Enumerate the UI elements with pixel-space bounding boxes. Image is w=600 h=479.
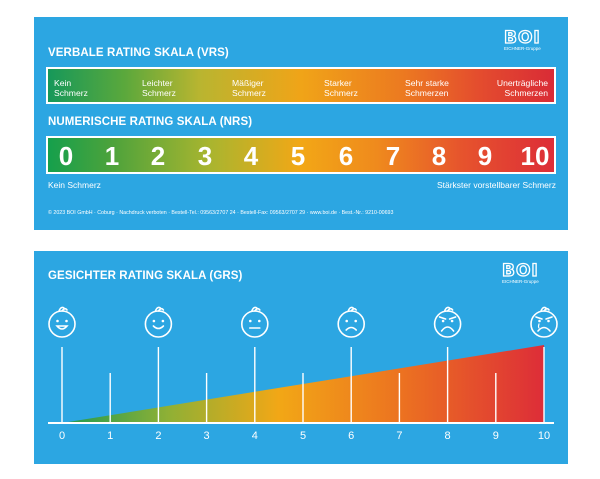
crying-face-icon — [530, 306, 558, 338]
nrs-number: 2 — [150, 141, 166, 171]
nrs-number: 8 — [431, 141, 447, 171]
grs-tick-label: 2 — [155, 430, 162, 442]
nrs-number: 6 — [338, 141, 354, 171]
nrs-title: NUMERISCHE RATING SKALA (NRS) — [48, 116, 253, 128]
logo-tagline: EICHNER-Gruppe — [502, 279, 539, 284]
vrs-label-starker: Starker Schmerz — [324, 78, 358, 98]
grs-tick-label: 8 — [444, 430, 451, 442]
grs-tick-label: 1 — [107, 430, 114, 442]
pain-scale-card-bottom: GESICHTER RATING SKALA (GRS) BOI EICHNER… — [34, 251, 568, 464]
vrs-label-unertraegliche: Unerträgliche Schmerzen — [496, 78, 548, 98]
grs-tick-label: 6 — [348, 430, 355, 442]
grs-tick-label: 4 — [251, 430, 258, 442]
grs-tick-label: 3 — [203, 430, 210, 442]
vrs-title: VERBALE RATING SKALA (VRS) — [48, 47, 229, 59]
very-happy-face-icon — [48, 306, 76, 338]
grs-tick-label: 7 — [396, 430, 403, 442]
sad-face-icon — [337, 306, 366, 338]
footer-text: © 2023 BOI GmbH · Coburg · Nachdruck ver… — [48, 210, 394, 216]
grs-tick-label: 10 — [537, 430, 551, 442]
grs-graphic — [48, 306, 558, 424]
logo-mark: BOI — [501, 261, 539, 281]
grs-title: GESICHTER RATING SKALA (GRS) — [48, 270, 243, 282]
nrs-number: 3 — [197, 141, 213, 171]
grs-tick-label: 0 — [58, 430, 66, 442]
logo-mark: BOI — [503, 28, 541, 48]
boi-logo: BOI EICHNER-Gruppe — [503, 28, 541, 52]
nrs-number: 5 — [290, 141, 306, 171]
pain-scale-card-top: VERBALE RATING SKALA (VRS) BOI EICHNER-G… — [34, 17, 568, 230]
nrs-number: 4 — [243, 141, 259, 171]
nrs-number: 9 — [477, 141, 493, 171]
very-sad-face-icon — [433, 306, 462, 338]
happy-face-icon — [144, 306, 173, 338]
logo-tagline: EICHNER-Gruppe — [504, 46, 541, 51]
nrs-number: 0 — [58, 141, 74, 171]
nrs-right-caption: Stärkster vorstellbarer Schmerz — [436, 180, 556, 190]
nrs-left-caption: Kein Schmerz — [48, 180, 101, 190]
grs-tick-label: 9 — [492, 430, 499, 442]
neutral-face-icon — [241, 306, 269, 338]
vrs-label-kein: Kein Schmerz — [54, 78, 88, 98]
nrs-number: 7 — [385, 141, 401, 171]
vrs-label-leichter: Leichter Schmerz — [142, 78, 176, 98]
vrs-label-sehr-starke: Sehr starke Schmerzen — [405, 78, 449, 98]
grs-tick-label: 5 — [299, 430, 307, 442]
vrs-scale-bar: Kein Schmerz Leichter Schmerz Mäßiger Schme… — [46, 67, 556, 104]
nrs-number: 1 — [104, 141, 120, 171]
boi-logo: BOI EICHNER-Gruppe — [501, 261, 539, 285]
nrs-scale-bar: 0 1 2 3 4 5 6 7 8 9 10 — [46, 136, 556, 174]
vrs-label-maessiger: Mäßiger Schmerz — [232, 78, 266, 98]
nrs-number: 10 — [520, 141, 550, 171]
